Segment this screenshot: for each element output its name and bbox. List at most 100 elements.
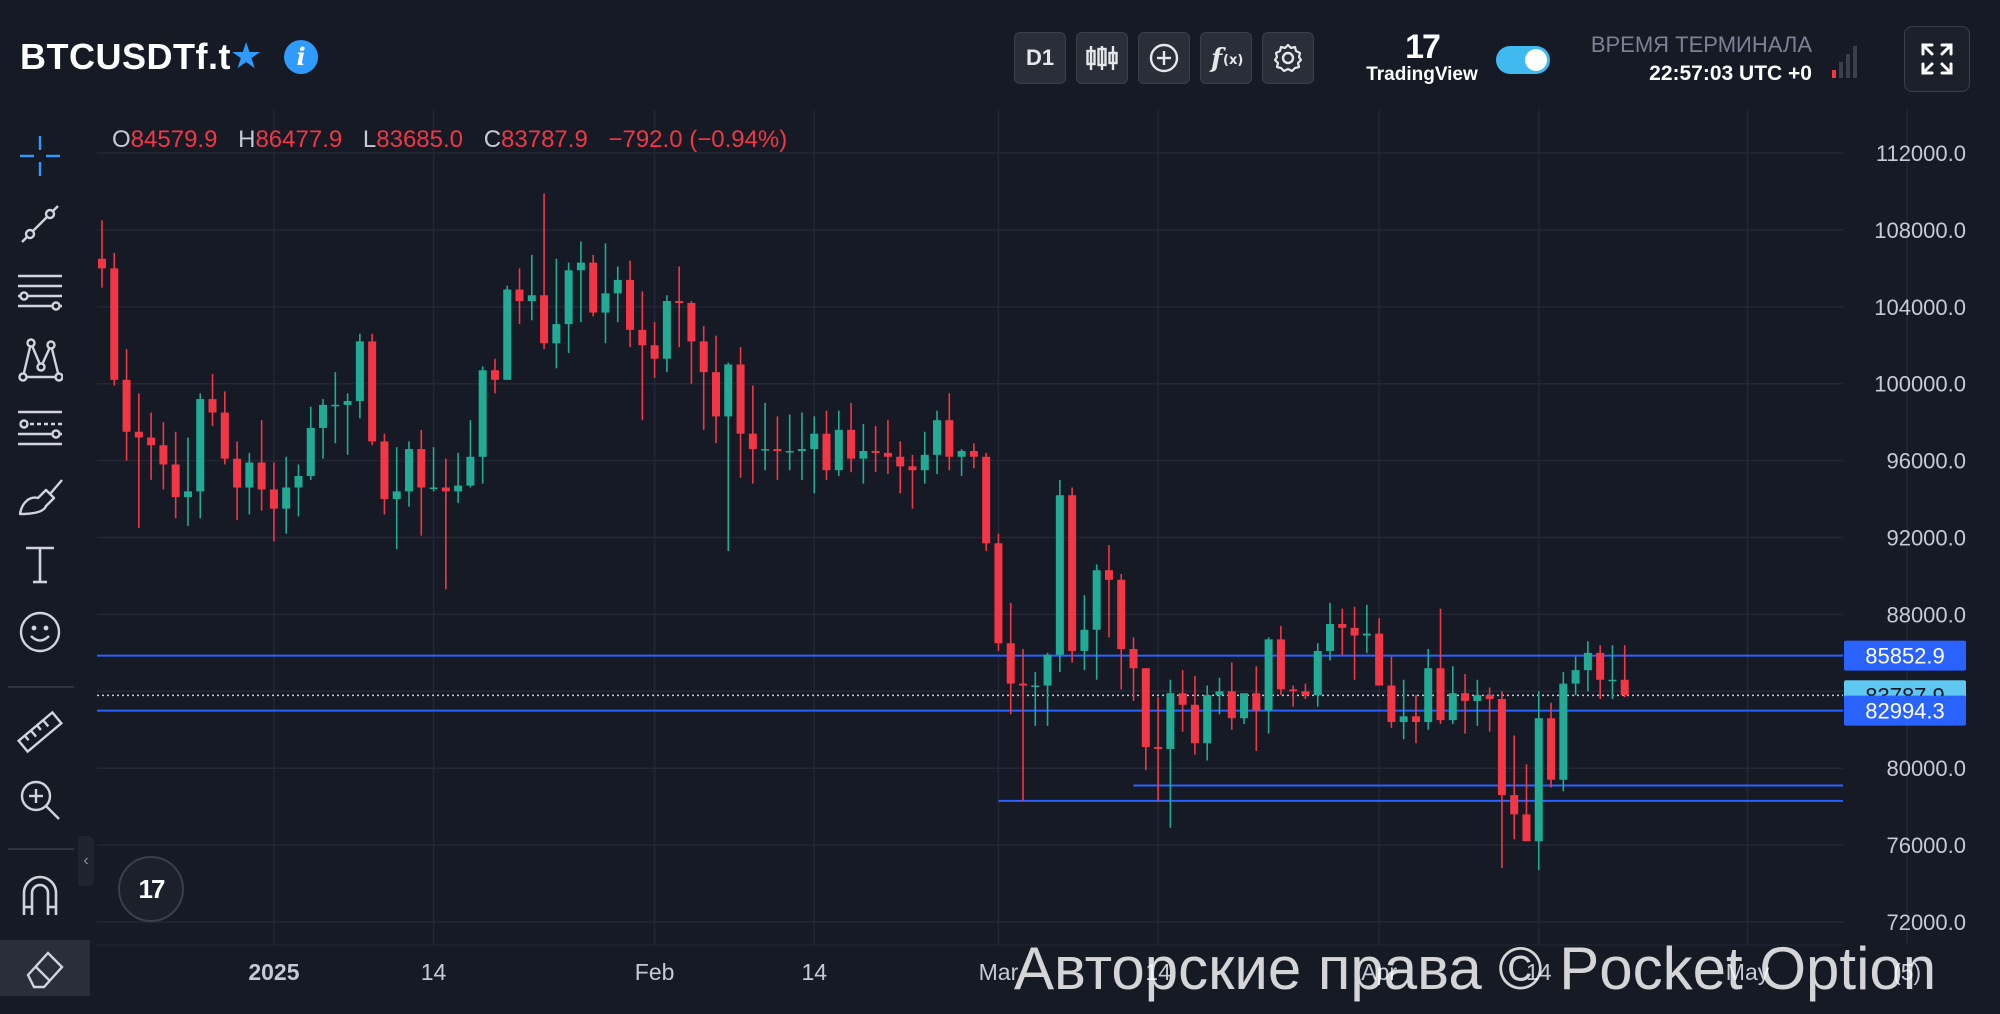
candle[interactable] [1129, 637, 1138, 701]
candle[interactable] [1424, 649, 1433, 730]
candle[interactable] [797, 412, 806, 480]
candle[interactable] [1289, 685, 1298, 707]
candle[interactable] [1276, 625, 1285, 696]
candle[interactable] [1203, 685, 1212, 761]
candle[interactable] [748, 385, 757, 484]
candle[interactable] [1571, 656, 1580, 696]
collapse-toolbar-button[interactable]: ‹ [78, 836, 94, 886]
candle[interactable] [896, 441, 905, 494]
candle[interactable] [466, 420, 475, 488]
candle[interactable] [1534, 691, 1543, 871]
candle[interactable] [527, 254, 536, 321]
emoji-tool[interactable] [12, 604, 68, 660]
candle[interactable] [1436, 608, 1445, 724]
fullscreen-button[interactable] [1904, 26, 1970, 92]
candle[interactable] [994, 533, 1003, 651]
candle[interactable] [589, 254, 598, 317]
candle[interactable] [1522, 764, 1531, 842]
candle[interactable] [601, 243, 610, 344]
candle[interactable] [871, 425, 880, 473]
candle[interactable] [380, 433, 389, 515]
candle[interactable] [331, 372, 340, 444]
candle[interactable] [515, 268, 524, 325]
candle[interactable] [1559, 672, 1568, 792]
candle[interactable] [1461, 673, 1470, 734]
candle[interactable] [1362, 604, 1371, 653]
candle[interactable] [429, 447, 438, 492]
candle[interactable] [1227, 662, 1236, 730]
candle[interactable] [1031, 672, 1040, 726]
candle[interactable] [1092, 564, 1101, 680]
candle[interactable] [785, 414, 794, 471]
candle[interactable] [171, 431, 180, 519]
drawn-horizontal-lines[interactable] [97, 654, 1843, 802]
candle[interactable] [1166, 679, 1175, 828]
star-icon[interactable]: ★ [230, 35, 263, 76]
candle[interactable] [503, 285, 512, 380]
candle[interactable] [1301, 683, 1310, 699]
candle[interactable] [1215, 677, 1224, 715]
candle[interactable] [662, 295, 671, 373]
candle[interactable] [1411, 695, 1420, 744]
candle[interactable] [1473, 679, 1482, 726]
candle[interactable] [319, 399, 328, 459]
candle[interactable] [454, 452, 463, 503]
candle[interactable] [1264, 637, 1273, 734]
candle[interactable] [269, 462, 278, 542]
add-button[interactable] [1138, 32, 1190, 84]
candle[interactable] [490, 358, 499, 394]
candle[interactable] [908, 454, 917, 509]
candle[interactable] [478, 366, 487, 484]
candle[interactable] [159, 422, 168, 490]
candle[interactable] [1190, 675, 1199, 755]
candle[interactable] [1006, 602, 1015, 715]
candle[interactable] [1620, 645, 1629, 698]
candle[interactable] [1448, 666, 1457, 724]
candle[interactable] [945, 393, 954, 471]
trend-line-tool[interactable] [12, 196, 68, 252]
candle[interactable] [1313, 643, 1322, 707]
candle[interactable] [196, 393, 205, 519]
candle[interactable] [208, 374, 217, 426]
candle[interactable] [1252, 666, 1261, 751]
candle[interactable] [1497, 691, 1506, 869]
candle[interactable] [773, 416, 782, 480]
candle[interactable] [982, 452, 991, 551]
zoom-in-tool[interactable] [12, 772, 68, 828]
candles-layer[interactable] [98, 193, 1629, 871]
candle[interactable] [343, 393, 352, 455]
candle[interactable] [134, 393, 143, 528]
candle[interactable] [405, 441, 413, 507]
candle[interactable] [687, 301, 696, 384]
candle[interactable] [441, 458, 450, 590]
candle[interactable] [1104, 545, 1113, 638]
candle[interactable] [220, 391, 229, 465]
candle[interactable] [552, 258, 561, 369]
candle[interactable] [969, 443, 978, 469]
candle[interactable] [1117, 574, 1126, 690]
candle[interactable] [417, 429, 426, 536]
settings-button[interactable] [1262, 32, 1314, 84]
magnet-tool[interactable] [12, 868, 68, 924]
eraser-tool[interactable] [0, 940, 90, 996]
candle[interactable] [626, 260, 635, 348]
chart-type-button[interactable] [1076, 32, 1128, 84]
candle[interactable] [920, 431, 929, 484]
candle[interactable] [282, 456, 291, 534]
candle[interactable] [1068, 487, 1077, 663]
candle[interactable] [1043, 652, 1052, 726]
candle[interactable] [110, 252, 119, 386]
candle[interactable] [675, 266, 684, 348]
candle[interactable] [1055, 479, 1064, 673]
price-axis[interactable]: 112000.0 108000.0 104000.0 100000.0 96000.0 9… [1874, 141, 1966, 935]
candle[interactable] [957, 449, 966, 476]
candle[interactable] [712, 335, 720, 444]
candle[interactable] [638, 291, 647, 421]
candle[interactable] [98, 220, 106, 288]
info-icon[interactable]: i [284, 40, 318, 74]
tradingview-toggle[interactable] [1496, 46, 1550, 74]
ruler-tool[interactable] [12, 704, 68, 760]
candle[interactable] [147, 412, 156, 480]
candle[interactable] [1387, 656, 1396, 728]
candle[interactable] [1019, 649, 1027, 801]
